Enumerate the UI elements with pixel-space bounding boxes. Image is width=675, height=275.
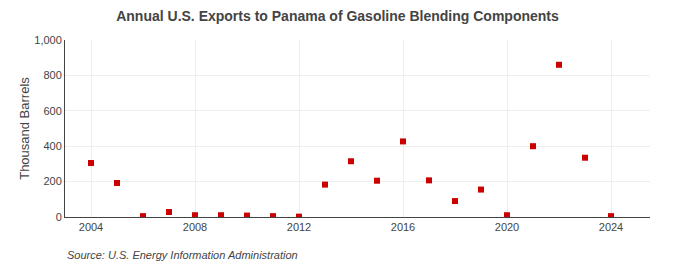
svg-text:Thousand Barrels: Thousand Barrels xyxy=(17,77,32,180)
svg-text:2016: 2016 xyxy=(391,221,415,233)
svg-text:2020: 2020 xyxy=(495,221,519,233)
svg-text:Annual U.S. Exports to Panama: Annual U.S. Exports to Panama of Gasolin… xyxy=(116,8,559,24)
svg-text:800: 800 xyxy=(43,69,61,81)
svg-text:2024: 2024 xyxy=(599,221,623,233)
svg-text:1,000: 1,000 xyxy=(34,34,62,46)
svg-text:0: 0 xyxy=(56,211,62,223)
svg-text:2004: 2004 xyxy=(79,221,103,233)
svg-text:600: 600 xyxy=(43,105,61,117)
svg-text:400: 400 xyxy=(43,140,61,152)
svg-text:2008: 2008 xyxy=(183,221,207,233)
svg-text:2012: 2012 xyxy=(287,221,311,233)
svg-text:200: 200 xyxy=(43,175,61,187)
svg-text:Source: U.S. Energy Informatio: Source: U.S. Energy Information Administ… xyxy=(67,249,298,261)
